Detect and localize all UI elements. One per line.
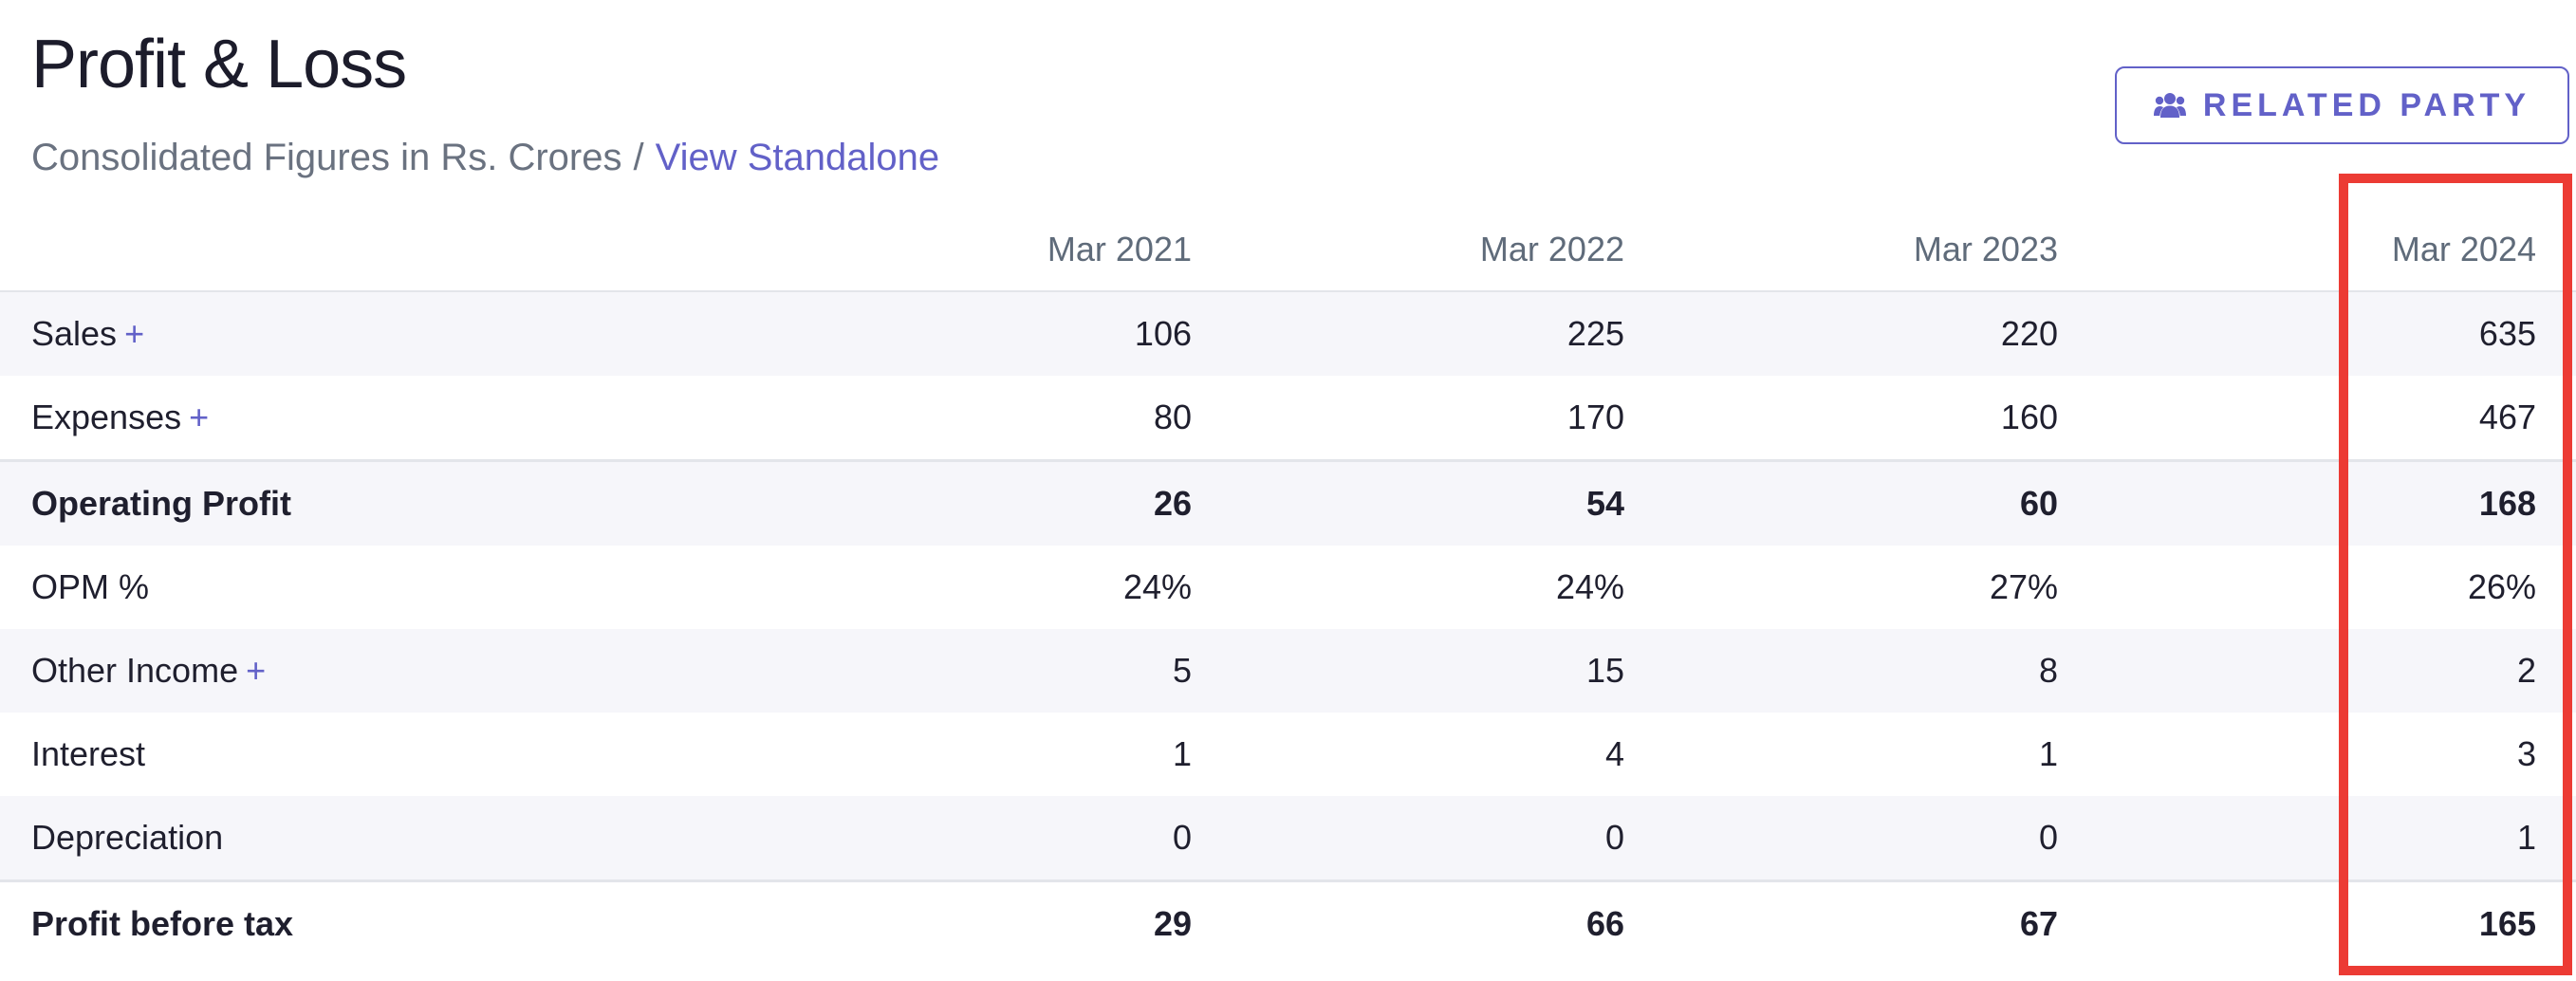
table-cell: 4 bbox=[1604, 734, 1624, 773]
table-cell: 26% bbox=[2467, 567, 2536, 606]
table-cell: 165 bbox=[2058, 879, 2536, 966]
table-cell-pad bbox=[2536, 629, 2576, 713]
table-cell: 66 bbox=[1192, 879, 1624, 966]
table-cell: 60 bbox=[1624, 459, 2058, 546]
row-label: Operating Profit bbox=[0, 459, 780, 546]
table-cell: 67 bbox=[1624, 879, 2058, 966]
table-cell: 225 bbox=[1192, 291, 1624, 376]
subtitle-separator: / bbox=[633, 137, 644, 178]
table-row-profit-before-tax: Profit before tax 29 66 67 165 bbox=[0, 879, 2576, 966]
table-cell: 15 bbox=[1192, 629, 1624, 713]
row-label: Expenses bbox=[31, 398, 182, 436]
page-subtitle: Consolidated Figures in Rs. Crores / View … bbox=[31, 133, 939, 182]
row-label-cell[interactable]: Expenses + bbox=[0, 376, 780, 461]
expand-plus-icon[interactable]: + bbox=[189, 398, 210, 436]
table-cell: 8 bbox=[1624, 629, 2058, 713]
table-cell: 1 bbox=[1172, 734, 1192, 773]
table-cell-pad bbox=[2536, 546, 2576, 629]
table-row-operating-profit: Operating Profit 26 54 60 168 bbox=[0, 459, 2576, 546]
row-label: Profit before tax bbox=[0, 879, 780, 966]
table-cell: 467 bbox=[2478, 398, 2536, 436]
table-cell: 26 bbox=[780, 459, 1192, 546]
expand-plus-icon[interactable]: + bbox=[124, 314, 145, 353]
table-cell-pad bbox=[2536, 879, 2576, 966]
table-cell: 160 bbox=[2000, 398, 2058, 436]
table-cell: 80 bbox=[1153, 398, 1192, 436]
figures-description: Consolidated Figures in Rs. Crores bbox=[31, 137, 622, 178]
table-cell: 3 bbox=[2516, 734, 2536, 773]
table-cell: 29 bbox=[780, 879, 1192, 966]
row-label: OPM % bbox=[31, 567, 150, 606]
table-row-opm: OPM % 24% 24% 27% 26% bbox=[0, 546, 2576, 629]
column-header-mar-2021: Mar 2021 bbox=[780, 209, 1192, 292]
table-cell-pad bbox=[2536, 796, 2576, 881]
table-row-expenses: Expenses + 80 170 160 467 bbox=[0, 376, 2576, 461]
page-title: Profit & Loss bbox=[31, 27, 407, 102]
column-header-mar-2023: Mar 2023 bbox=[1624, 209, 2058, 292]
table-header-row: Mar 2021 Mar 2022 Mar 2023 Mar 2024 bbox=[0, 209, 2576, 292]
row-label-cell[interactable]: Other Income + bbox=[0, 629, 780, 713]
expand-plus-icon[interactable]: + bbox=[246, 651, 267, 690]
table-cell-pad bbox=[2536, 459, 2576, 546]
row-label: Sales bbox=[31, 314, 118, 353]
table-cell: 24% bbox=[1555, 567, 1624, 606]
table-cell: 168 bbox=[2058, 459, 2536, 546]
table-cell: 5 bbox=[780, 629, 1192, 713]
table-cell-pad bbox=[2536, 291, 2576, 376]
related-party-button[interactable]: RELATED PARTY bbox=[2115, 66, 2569, 144]
table-cell: 106 bbox=[780, 291, 1192, 376]
column-header-mar-2022: Mar 2022 bbox=[1192, 209, 1624, 292]
profit-loss-table: Mar 2021 Mar 2022 Mar 2023 Mar 2024 Sale… bbox=[0, 209, 2576, 966]
table-cell: 0 bbox=[1624, 796, 2058, 881]
table-cell: 1 bbox=[2038, 734, 2058, 773]
table-cell: 54 bbox=[1192, 459, 1624, 546]
table-cell: 2 bbox=[2058, 629, 2536, 713]
table-row-sales: Sales + 106 225 220 635 bbox=[0, 291, 2576, 376]
table-cell: 24% bbox=[1122, 567, 1192, 606]
row-label: Interest bbox=[31, 734, 146, 773]
column-header-trailing bbox=[2536, 209, 2576, 292]
table-row-depreciation: Depreciation 0 0 0 1 bbox=[0, 796, 2576, 881]
view-standalone-link[interactable]: View Standalone bbox=[655, 137, 940, 178]
row-label-cell[interactable]: Sales + bbox=[0, 291, 780, 376]
column-header-mar-2024: Mar 2024 bbox=[2058, 209, 2536, 292]
users-icon bbox=[2153, 91, 2186, 120]
table-row-interest: Interest 1 4 1 3 bbox=[0, 713, 2576, 796]
table-cell: 220 bbox=[1624, 291, 2058, 376]
table-cell-pad bbox=[2536, 376, 2576, 461]
related-party-label: RELATED PARTY bbox=[2202, 86, 2531, 123]
table-cell: 0 bbox=[780, 796, 1192, 881]
column-header-blank bbox=[0, 209, 780, 292]
table-cell: 0 bbox=[1192, 796, 1624, 881]
table-row-other-income: Other Income + 5 15 8 2 bbox=[0, 629, 2576, 713]
row-label: Depreciation bbox=[0, 796, 780, 881]
table-cell: 1 bbox=[2058, 796, 2536, 881]
table-cell: 635 bbox=[2058, 291, 2536, 376]
table-cell: 170 bbox=[1566, 398, 1624, 436]
table-cell: 27% bbox=[1989, 567, 2058, 606]
table-cell-pad bbox=[2536, 713, 2576, 796]
row-label: Other Income bbox=[31, 651, 239, 690]
